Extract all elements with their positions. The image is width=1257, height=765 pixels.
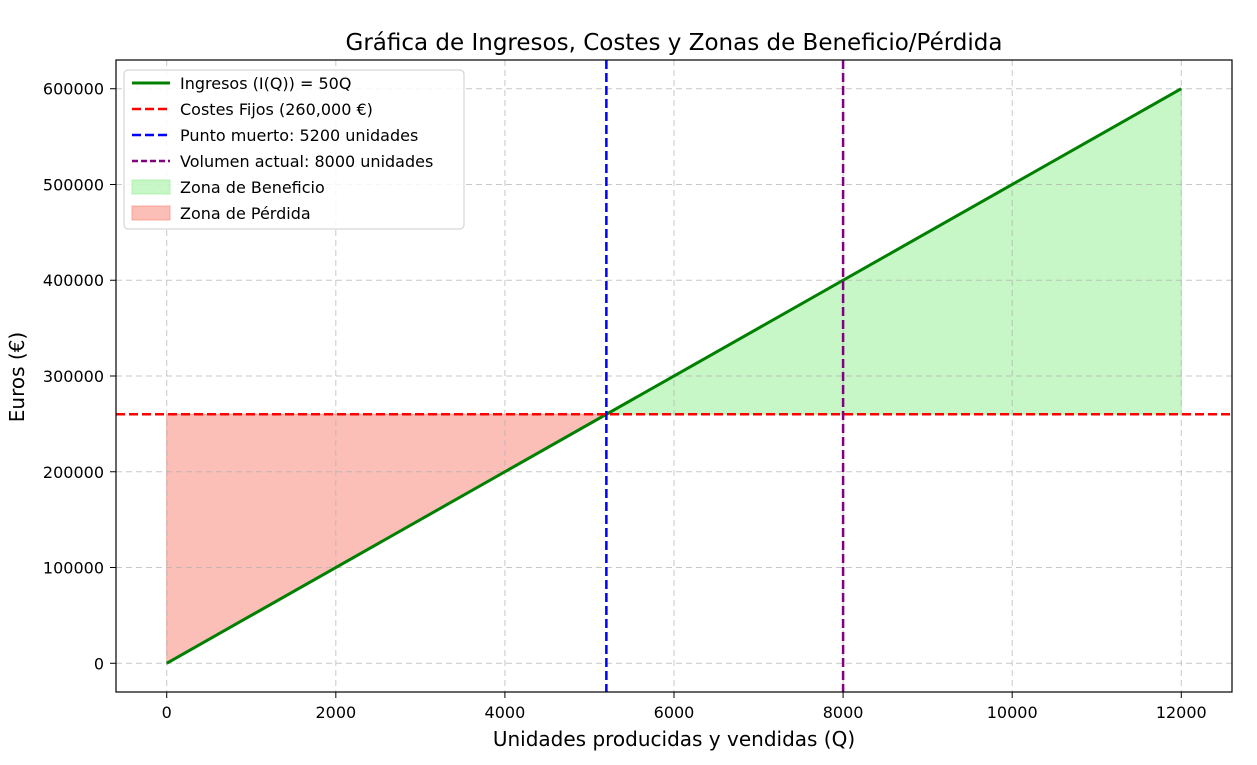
x-tick-label: 6000: [654, 703, 695, 722]
x-axis-title: Unidades producidas y vendidas (Q): [493, 727, 855, 751]
y-tick-label: 600000: [43, 80, 104, 99]
y-axis-title: Euros (€): [5, 332, 29, 422]
x-tick-label: 10000: [987, 703, 1038, 722]
x-tick-label: 0: [162, 703, 172, 722]
legend-label: Punto muerto: 5200 unidades: [180, 126, 418, 145]
y-tick-label: 500000: [43, 175, 104, 194]
y-axis: 0 100000 200000 300000 400000 500000 600000: [43, 80, 116, 673]
y-tick-label: 400000: [43, 271, 104, 290]
legend-swatch: [131, 205, 171, 221]
x-axis: 0 2000 4000 6000 8000 10000 12000: [162, 692, 1207, 722]
y-tick-label: 0: [94, 654, 104, 673]
y-tick-label: 100000: [43, 559, 104, 578]
x-tick-label: 4000: [485, 703, 526, 722]
legend-label: Volumen actual: 8000 unidades: [180, 152, 433, 171]
chart-title: Gráfica de Ingresos, Costes y Zonas de B…: [346, 30, 1003, 56]
y-tick-label: 300000: [43, 367, 104, 386]
legend-label: Costes Fijos (260,000 €): [180, 100, 373, 119]
legend: Ingresos (I(Q)) = 50Q Costes Fijos (260,0…: [123, 69, 465, 230]
plot-area: 0 2000 4000 6000 8000 10000 12000 0 100000 20000…: [43, 59, 1233, 722]
x-tick-label: 2000: [315, 703, 356, 722]
series-line-revenue: [165, 87, 1183, 665]
legend-label: Zona de Pérdida: [180, 204, 311, 223]
series-layer: [116, 60, 1232, 692]
legend-label: Ingresos (I(Q)) = 50Q: [180, 74, 351, 93]
legend-swatch: [131, 179, 171, 195]
x-tick-label: 8000: [823, 703, 864, 722]
x-tick-label: 12000: [1156, 703, 1207, 722]
legend-box: [123, 69, 465, 230]
legend-label: Zona de Beneficio: [180, 178, 325, 197]
y-tick-label: 200000: [43, 463, 104, 482]
